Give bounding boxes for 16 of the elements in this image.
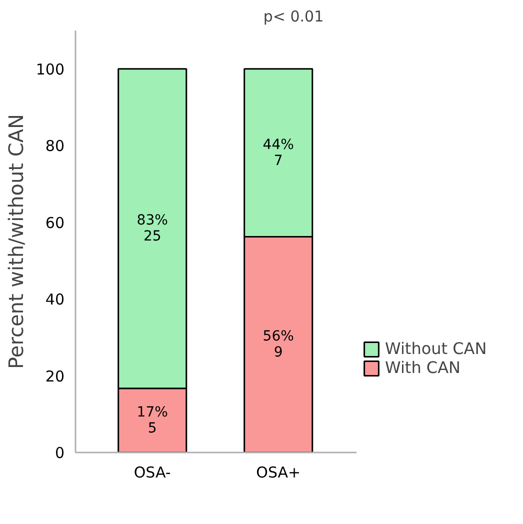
x-tick-label: OSA- [134,464,171,482]
legend-label: With CAN [385,358,460,377]
legend-label: Without CAN [385,339,487,358]
y-tick-label: 60 [45,214,65,232]
data-label: 83% 25 [136,212,168,245]
data-label: 17% 5 [136,404,168,436]
text: p< 0.01 [263,8,324,26]
y-tick-label: 40 [45,290,65,309]
y-tick-label: 0 [54,444,65,462]
data-label: 56% 9 [262,328,294,361]
y-tick-label: 80 [45,137,65,156]
y-tick-label: 20 [45,367,65,386]
data-label: 44% 7 [262,136,294,169]
y-tick-label: 100 [36,60,65,78]
x-tick-label: OSA+ [256,464,301,482]
y-axis-title: Percent with/without CAN [4,114,28,369]
